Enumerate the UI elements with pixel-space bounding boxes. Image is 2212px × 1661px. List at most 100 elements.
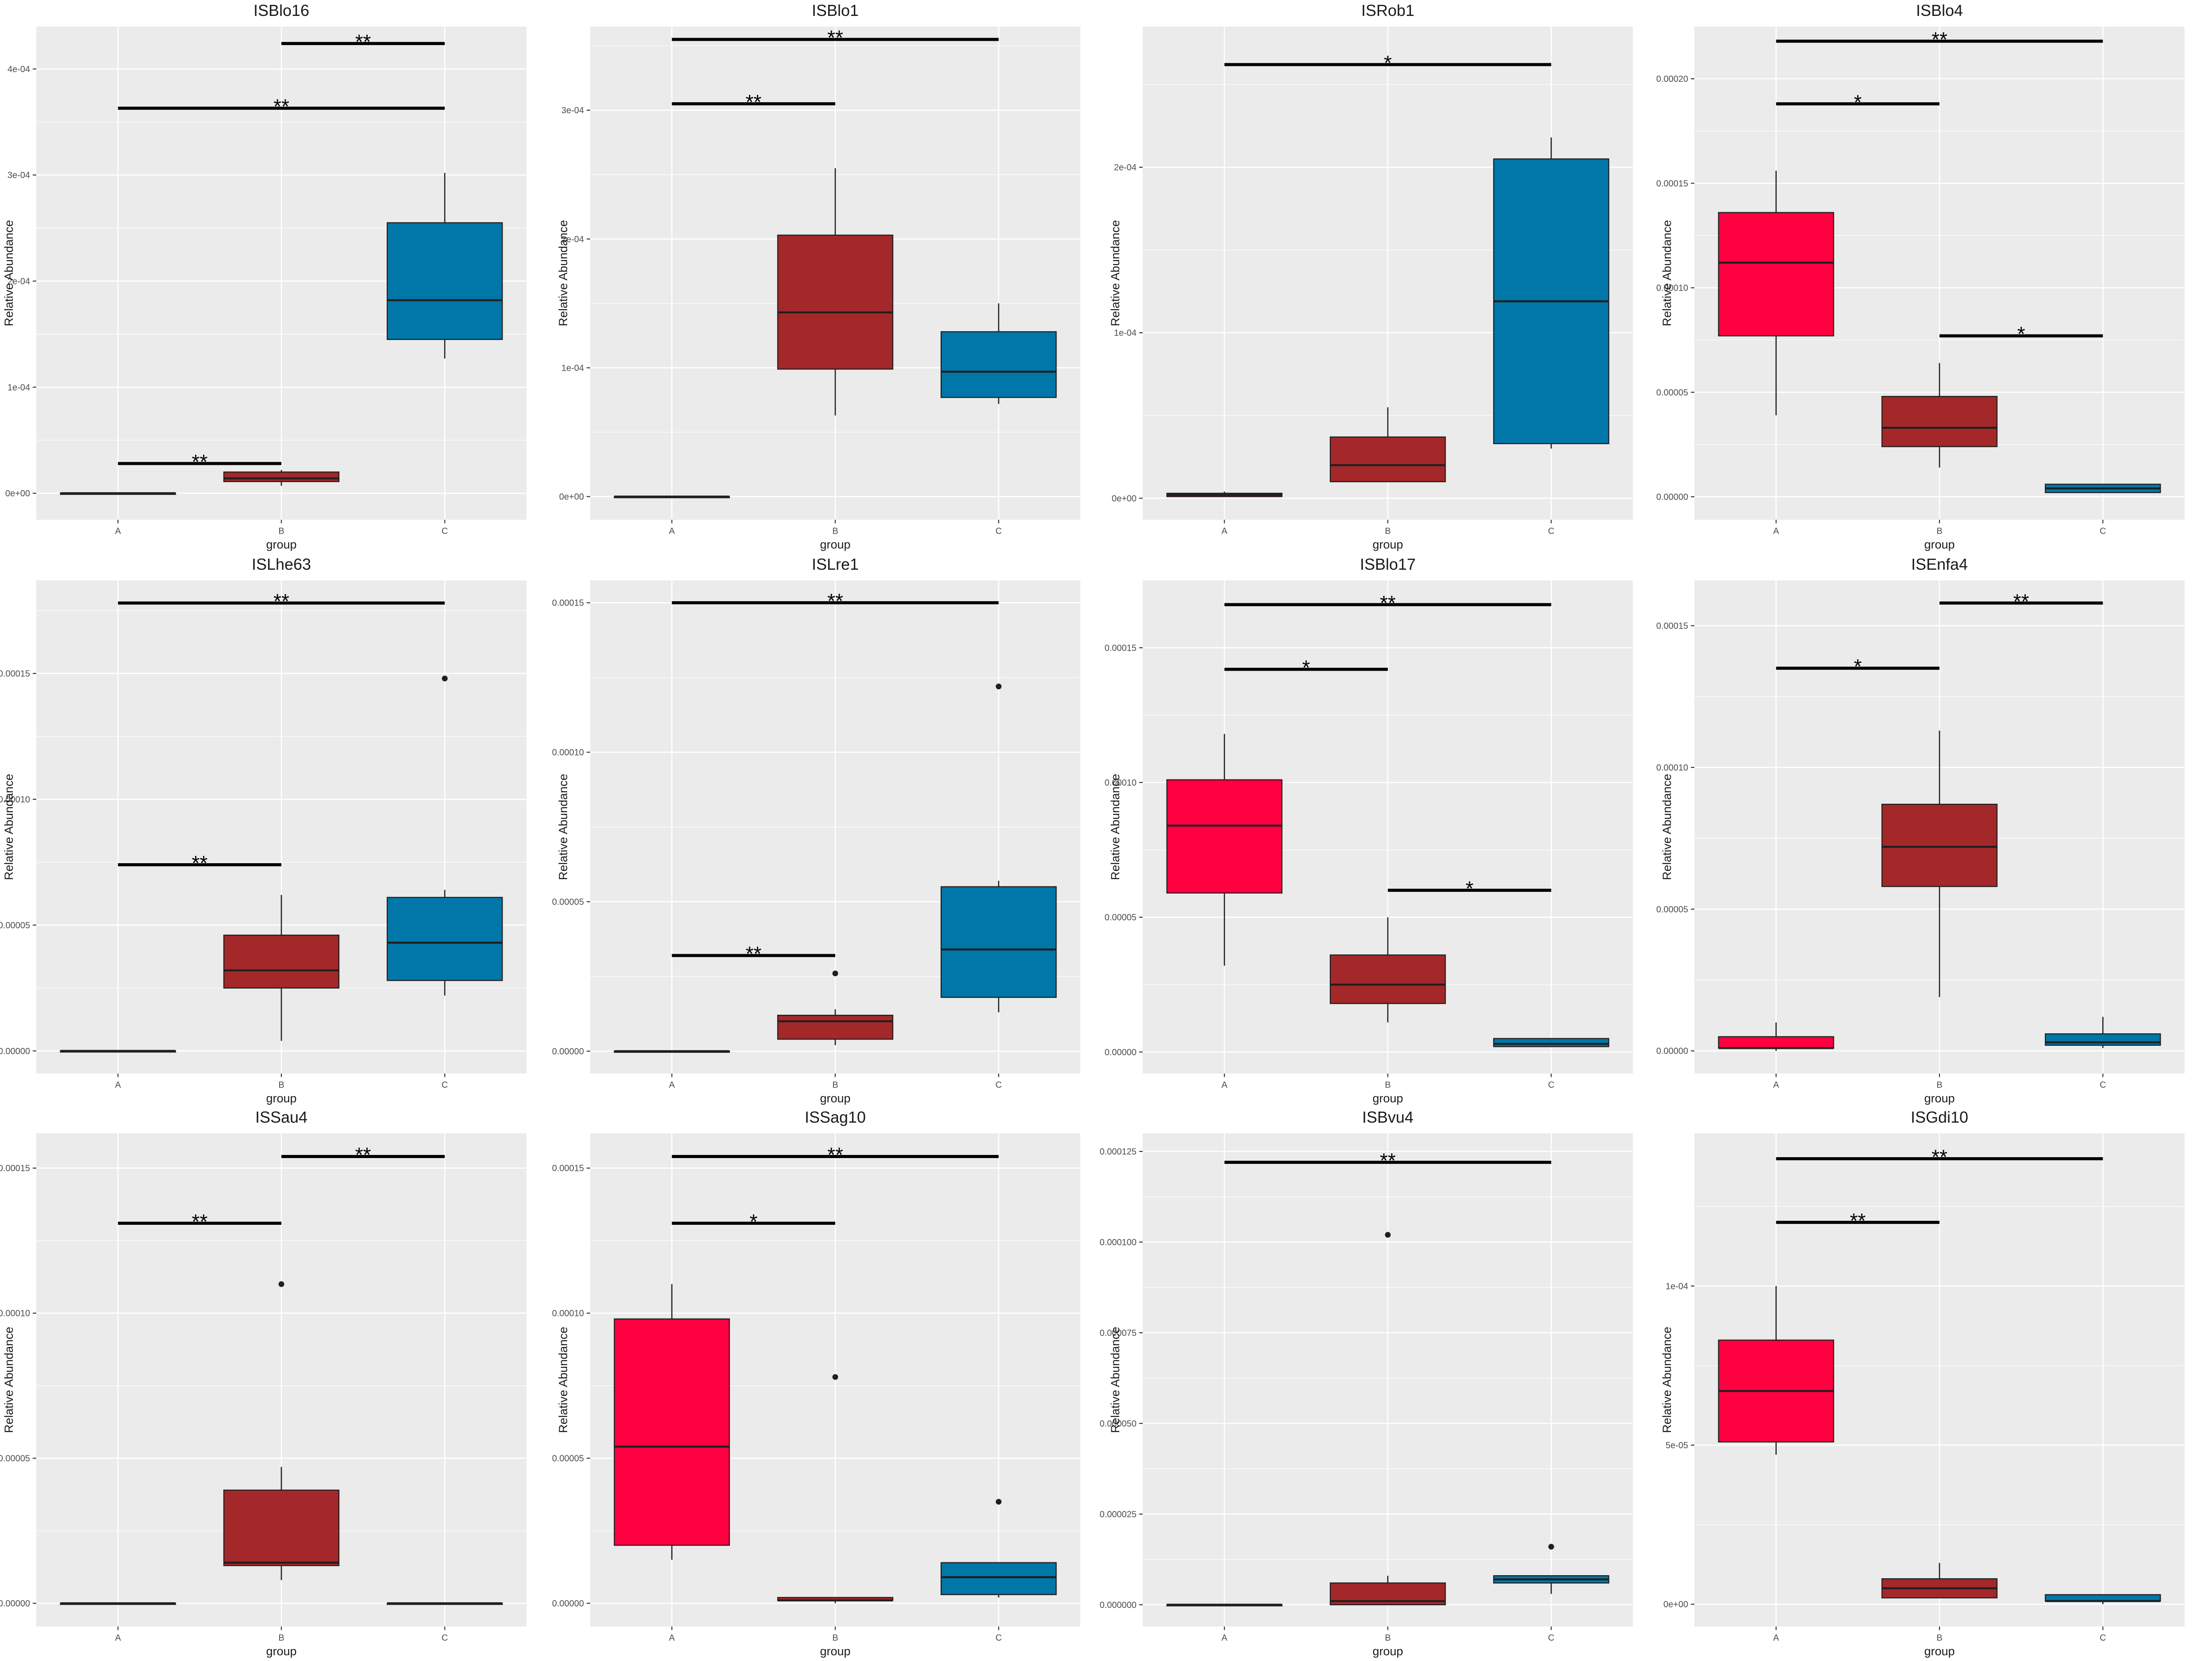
box-c (1493, 137, 1609, 449)
x-tick-label: B (832, 526, 838, 536)
panel-islre1: ** ** ISLre1 0.00000 0.00005 0.00010 0.00015 A B… (552, 555, 1080, 1105)
box-a (60, 1602, 176, 1605)
outlier-point (278, 1281, 284, 1287)
box-b (1329, 407, 1446, 483)
significance-label: * (1302, 656, 1310, 679)
x-tick-label: B (1936, 1633, 1942, 1643)
significance-label: ** (1380, 591, 1396, 614)
box-a (1166, 491, 1283, 497)
x-tick-label: C (1548, 1080, 1554, 1090)
box-body (387, 897, 503, 981)
box-a (60, 492, 176, 495)
y-tick-label: 0.000075 (1100, 1328, 1137, 1338)
box-b (223, 470, 340, 486)
significance-label: ** (827, 1143, 843, 1166)
x-axis-title: group (266, 1092, 296, 1105)
box-b (1881, 363, 1998, 468)
box-body (1493, 1038, 1609, 1047)
panel-title: ISSau4 (255, 1108, 307, 1126)
y-tick-label: 0.00000 (552, 1599, 584, 1609)
y-tick-label: 0.00000 (0, 1599, 30, 1609)
significance-a-b: ** (118, 852, 281, 875)
significance-a-b: * (672, 1210, 835, 1233)
panel-isblo4: ****ISBlo40.000000.000050.000100.000150.… (1656, 1, 2185, 551)
box-a (614, 495, 730, 499)
box-body (1718, 212, 1834, 337)
panel-title: ISLhe63 (252, 555, 311, 573)
y-tick-label: 0.00015 (1656, 179, 1688, 188)
box-body (941, 1562, 1057, 1596)
box-c (2045, 1594, 2161, 1604)
box-c (941, 303, 1057, 404)
x-tick-label: C (1548, 1633, 1554, 1643)
y-tick-label: 0.00005 (552, 1454, 584, 1464)
y-tick-label: 0e+00 (1663, 1600, 1688, 1610)
x-tick-label: B (832, 1633, 838, 1643)
x-axis-title: group (1924, 538, 1955, 551)
y-tick-label: 2e-04 (561, 234, 584, 244)
significance-label: ** (1932, 28, 1947, 51)
box-body (1718, 1036, 1834, 1049)
box-c (1493, 1038, 1609, 1047)
box-body (1881, 804, 1998, 887)
x-tick-label: C (442, 1633, 448, 1643)
x-tick-label: C (995, 526, 1002, 536)
significance-a-c: ** (118, 95, 445, 118)
x-tick-label: C (1548, 526, 1554, 536)
panel-title: ISEnfa4 (1911, 555, 1968, 573)
significance-a-b: ** (672, 942, 835, 965)
panel-title: ISGdi10 (1911, 1108, 1968, 1126)
box-body (777, 234, 894, 370)
x-tick-label: C (995, 1633, 1002, 1643)
box-b (777, 168, 894, 416)
significance-a-b: * (1776, 655, 1939, 678)
x-tick-label: B (832, 1080, 838, 1090)
y-tick-label: 0e+00 (1112, 494, 1137, 503)
significance-a-b: ** (1776, 1209, 1939, 1232)
x-tick-label: B (278, 1633, 284, 1643)
x-axis-title: group (266, 538, 296, 551)
outlier-point (832, 971, 838, 977)
panel-issau4: ** ** ISSau4 0.00000 0.00005 0.00010 0.00015 A B… (0, 1108, 526, 1658)
y-tick-label: 0.00010 (1656, 284, 1688, 293)
x-tick-label: C (2100, 1080, 2106, 1090)
significance-a-b: ** (118, 450, 281, 473)
significance-a-b: * (1776, 91, 1939, 114)
y-tick-label: 3e-04 (561, 106, 584, 115)
significance-label: ** (192, 852, 207, 875)
y-axis-title: Relative Abundance (2, 774, 15, 880)
y-tick-label: 0.000125 (1100, 1147, 1137, 1157)
y-tick-label: 0.000000 (1100, 1600, 1137, 1610)
y-tick-label: 2e-04 (8, 276, 30, 286)
significance-a-c: ** (118, 590, 445, 613)
x-axis-title: group (266, 1645, 296, 1658)
significance-label: * (1384, 51, 1392, 74)
significance-b-c: ** (281, 30, 445, 53)
significance-a-b: ** (118, 1210, 281, 1233)
y-axis-title: Relative Abundance (1660, 1327, 1674, 1433)
y-axis-title: Relative Abundance (1109, 220, 1122, 326)
y-tick-label: 0.00015 (1656, 621, 1688, 631)
significance-b-c: ** (281, 1143, 445, 1166)
y-tick-label: 0.00020 (1656, 74, 1688, 84)
panel-isblo16: ** ** ** ISBlo16 0e+00 1e-04 2e-04 3e-04 4e-04 A B… (2, 1, 526, 551)
box-b (1329, 1232, 1446, 1606)
panel-title: ISBvu4 (1362, 1108, 1413, 1126)
box-a (60, 1050, 176, 1053)
panel-title: ISBlo4 (1916, 1, 1963, 19)
significance-label: ** (1932, 1146, 1947, 1169)
y-tick-label: 0.00015 (552, 1164, 584, 1174)
y-tick-label: 0.00010 (1656, 763, 1688, 773)
y-tick-label: 0.00015 (0, 1164, 30, 1174)
x-tick-label: B (1936, 526, 1942, 536)
box-c (1493, 1544, 1609, 1594)
box-body (223, 934, 340, 989)
x-tick-label: A (669, 1080, 675, 1090)
y-tick-label: 1e-04 (1114, 328, 1137, 338)
box-c (941, 1499, 1057, 1598)
x-tick-label: B (1936, 1080, 1942, 1090)
